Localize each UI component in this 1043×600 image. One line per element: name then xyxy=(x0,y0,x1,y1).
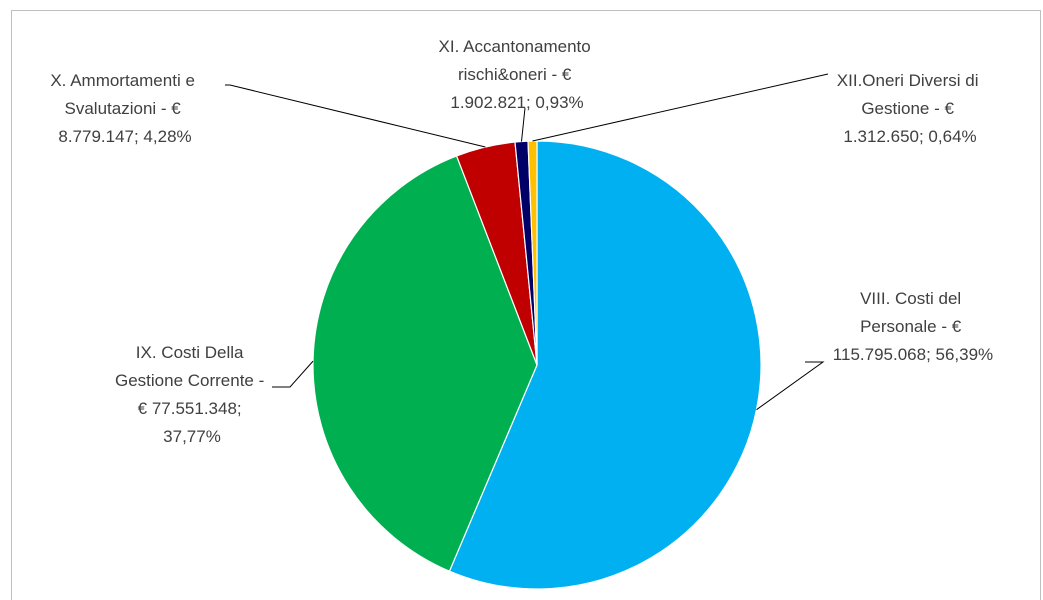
leader-line-oneri-diversi xyxy=(532,73,829,142)
label-line: Personale - € xyxy=(860,317,962,336)
label-line: X. Ammortamenti e xyxy=(50,71,195,90)
leader-lines xyxy=(225,73,829,411)
leader-line-gestione-corrente xyxy=(272,360,314,388)
pie-slice-gestione-corrente xyxy=(312,155,538,572)
pie-slice-oneri-diversi xyxy=(527,140,538,366)
pie-slices xyxy=(312,140,762,590)
data-label-oneri-diversi: XII.Oneri Diversi di Gestione - € 1.312.… xyxy=(837,71,983,146)
label-line: Gestione - € xyxy=(861,99,954,118)
label-line: Gestione Corrente - xyxy=(115,371,264,390)
label-line: 115.795.068; 56,39% xyxy=(833,345,993,364)
label-line: XII.Oneri Diversi di xyxy=(837,71,979,90)
label-line: 1.312.650; 0,64% xyxy=(843,127,976,146)
label-line: Svalutazioni - € xyxy=(65,99,182,118)
leader-line-personale xyxy=(756,361,825,411)
label-line: XI. Accantonamento xyxy=(439,37,591,56)
leader-line-accantonamento xyxy=(520,107,526,142)
data-label-ammortamenti: X. Ammortamenti e Svalutazioni - € 8.779… xyxy=(50,71,199,146)
leader-line-ammortamenti xyxy=(225,84,486,148)
label-line: 8.779.147; 4,28% xyxy=(58,127,191,146)
label-line: VIII. Costi del xyxy=(860,289,961,308)
chart-frame xyxy=(11,10,1041,600)
label-line: 37,77% xyxy=(163,427,221,446)
data-label-gestione-corrente: IX. Costi Della Gestione Corrente - € 77… xyxy=(115,343,269,446)
data-label-accantonamento: XI. Accantonamento rischi&oneri - € 1.90… xyxy=(439,37,596,112)
label-line: € 77.551.348; xyxy=(138,399,242,418)
label-line: IX. Costi Della xyxy=(136,343,244,362)
label-line: rischi&oneri - € xyxy=(458,65,572,84)
label-line: 1.902.821; 0,93% xyxy=(450,93,583,112)
data-label-personale: VIII. Costi del Personale - € 115.795.06… xyxy=(833,289,993,364)
